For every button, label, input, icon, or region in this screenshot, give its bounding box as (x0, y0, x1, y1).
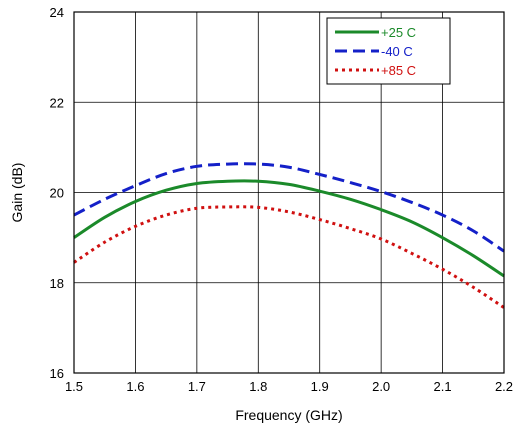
x-tick-label: 1.7 (188, 379, 206, 394)
series-line-2 (73, 162, 505, 253)
series-line-3 (73, 205, 505, 309)
y-tick-label: 16 (50, 366, 64, 381)
x-tick-label: 1.6 (126, 379, 144, 394)
legend: +25 C -40 C +85 C (326, 17, 451, 85)
x-axis-title: Frequency (GHz) (235, 407, 342, 423)
y-axis-title: Gain (dB) (9, 163, 25, 223)
x-tick-labels: 1.5 1.6 1.7 1.8 1.9 2.0 2.1 2.2 (65, 379, 513, 394)
y-tick-label: 20 (50, 186, 64, 201)
x-tick-label: 1.9 (311, 379, 329, 394)
y-tick-labels: 16 18 20 22 24 (50, 5, 64, 381)
legend-box (326, 17, 451, 85)
legend-label-2: -40 C (381, 44, 413, 59)
series-layer (73, 162, 505, 309)
y-tick-label: 22 (50, 95, 64, 110)
x-tick-label: 2.0 (372, 379, 390, 394)
plot-border (73, 11, 505, 374)
legend-label-1: +25 C (381, 25, 416, 40)
y-tick-label: 18 (50, 276, 64, 291)
legend-label-3: +85 C (381, 63, 416, 78)
y-tick-label: 24 (50, 5, 64, 20)
x-tick-label: 1.8 (249, 379, 267, 394)
series-line-1 (73, 179, 505, 278)
x-tick-label: 2.1 (434, 379, 452, 394)
x-tick-label: 2.2 (495, 379, 513, 394)
x-tick-label: 1.5 (65, 379, 83, 394)
